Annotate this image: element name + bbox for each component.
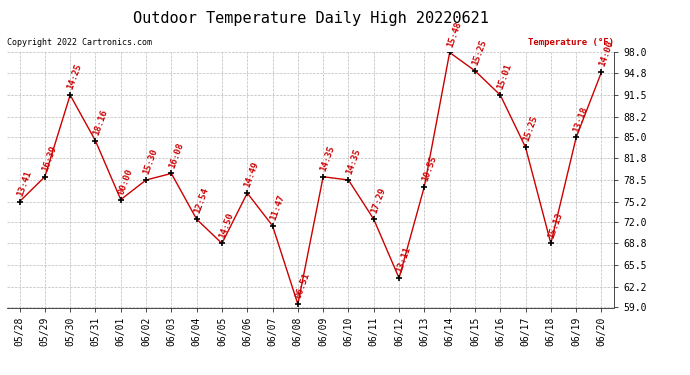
Text: 00:00: 00:00: [117, 167, 134, 195]
Text: 13:41: 13:41: [15, 169, 33, 197]
Text: 15:30: 15:30: [141, 147, 159, 176]
Text: 10:55: 10:55: [420, 154, 437, 182]
Text: 13:11: 13:11: [395, 246, 413, 274]
Text: 18:16: 18:16: [91, 108, 109, 136]
Text: 12:54: 12:54: [193, 187, 210, 215]
Text: 13:18: 13:18: [572, 105, 589, 134]
Text: 15:48: 15:48: [445, 20, 463, 48]
Text: Temperature (°F): Temperature (°F): [528, 38, 614, 47]
Text: 17:29: 17:29: [369, 187, 387, 215]
Text: 15:01: 15:01: [496, 63, 513, 91]
Text: 14:35: 14:35: [344, 147, 362, 176]
Text: 15:25: 15:25: [471, 38, 489, 67]
Text: Outdoor Temperature Daily High 20220621: Outdoor Temperature Daily High 20220621: [132, 11, 489, 26]
Text: 06:51: 06:51: [293, 272, 311, 300]
Text: 15:25: 15:25: [521, 115, 539, 143]
Text: 14:50: 14:50: [217, 211, 235, 239]
Text: 14:00: 14:00: [597, 40, 615, 68]
Text: 11:47: 11:47: [268, 193, 286, 222]
Text: 14:35: 14:35: [319, 144, 337, 172]
Text: 15:13: 15:13: [546, 211, 564, 239]
Text: 14:25: 14:25: [66, 63, 83, 91]
Text: 16:39: 16:39: [41, 144, 58, 172]
Text: Copyright 2022 Cartronics.com: Copyright 2022 Cartronics.com: [7, 38, 152, 47]
Text: 16:08: 16:08: [167, 141, 185, 169]
Text: 14:49: 14:49: [243, 160, 261, 189]
